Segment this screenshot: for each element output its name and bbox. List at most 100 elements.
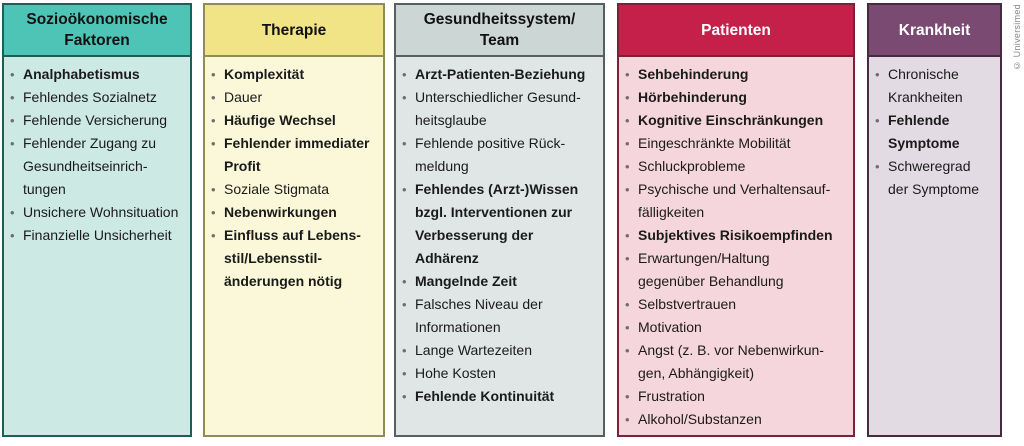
- list-item: • Komplexität: [211, 63, 380, 86]
- bullet-icon: •: [402, 182, 407, 197]
- list-item: • Schweregrad der Symptome: [875, 155, 997, 201]
- column-item-list: • Chronische Krankheiten • Fehlende Symptom…: [869, 57, 1000, 201]
- bullet-icon: •: [211, 205, 216, 220]
- bullet-icon: •: [211, 90, 216, 105]
- bullet-icon: •: [10, 90, 15, 105]
- copyright-credit: © Universimed: [1012, 4, 1022, 71]
- list-item-label: Fehlende Symptome: [888, 112, 960, 151]
- bullet-icon: •: [402, 136, 407, 151]
- list-item-label: Angst (z. B. vor Nebenwirkun- gen, Abhän…: [638, 342, 824, 381]
- list-item-label: Fehlendes Sozialnetz: [23, 89, 157, 105]
- list-item: • Fehlende Versicherung: [10, 109, 187, 132]
- list-item-label: Fehlende positive Rück- meldung: [415, 135, 566, 174]
- list-item: • Hörbehinderung: [625, 86, 850, 109]
- bullet-icon: •: [211, 113, 216, 128]
- list-item-label: Eingeschränkte Mobilität: [638, 135, 791, 151]
- list-item: • Unterschiedlicher Gesund- heitsglaube: [402, 86, 600, 132]
- list-item: • Selbstvertrauen: [625, 293, 850, 316]
- list-item-label: Fehlender Zugang zu Gesundheitseinrich- …: [23, 135, 157, 197]
- list-item-label: Dauer: [224, 89, 263, 105]
- bullet-icon: •: [625, 251, 630, 266]
- bullet-icon: •: [402, 389, 407, 404]
- column-item-list: • Arzt-Patienten-Beziehung • Unterschiedlic…: [396, 57, 603, 408]
- column-header: Gesundheitssystem/ Team: [396, 5, 603, 57]
- bullet-icon: •: [625, 412, 630, 427]
- column-item-list: • Komplexität • Dauer • Häufige Wechsel • Fehle…: [205, 57, 383, 293]
- bullet-icon: •: [875, 113, 880, 128]
- list-item-label: Selbstvertrauen: [638, 296, 737, 312]
- list-item: • Dauer: [211, 86, 380, 109]
- list-item: • Frustration: [625, 385, 850, 408]
- bullet-icon: •: [625, 67, 630, 82]
- list-item-label: Fehlendes (Arzt-)Wissen bzgl. Interventi…: [415, 181, 579, 266]
- list-item: • Kognitive Einschränkungen: [625, 109, 850, 132]
- list-item-label: Psychische und Verhaltensauf- fälligkeit…: [638, 181, 831, 220]
- column-item-list: • Sehbehinderung • Hörbehinderung • Kognitive…: [619, 57, 853, 431]
- list-item: • Häufige Wechsel: [211, 109, 380, 132]
- list-item-label: Sehbehinderung: [638, 66, 749, 82]
- list-item: • Angst (z. B. vor Nebenwirkun- gen, Abhä…: [625, 339, 850, 385]
- column-patienten: Patienten • Sehbehinderung • Hörbehinderung…: [617, 3, 855, 437]
- list-item: • Fehlende Kontinuität: [402, 385, 600, 408]
- list-item: • Finanzielle Unsicherheit: [10, 224, 187, 247]
- bullet-icon: •: [10, 136, 15, 151]
- list-item-label: Hohe Kosten: [415, 365, 496, 381]
- list-item-label: Finanzielle Unsicherheit: [23, 227, 172, 243]
- list-item: • Erwartungen/Haltung gegenüber Behandlun…: [625, 247, 850, 293]
- list-item-label: Mangelnde Zeit: [415, 273, 517, 289]
- list-item-label: Fehlender immediater Profit: [224, 135, 370, 174]
- bullet-icon: •: [875, 67, 880, 82]
- list-item-label: Unterschiedlicher Gesund- heitsglaube: [415, 89, 581, 128]
- column-krankheit: Krankheit • Chronische Krankheiten • Fehlen…: [867, 3, 1002, 437]
- list-item: • Schluckprobleme: [625, 155, 850, 178]
- bullet-icon: •: [402, 90, 407, 105]
- list-item-label: Hörbehinderung: [638, 89, 747, 105]
- list-item-label: Arzt-Patienten-Beziehung: [415, 66, 586, 82]
- list-item: • Fehlendes (Arzt-)Wissen bzgl. Intervent…: [402, 178, 600, 270]
- bullet-icon: •: [625, 228, 630, 243]
- list-item: • Unsichere Wohnsituation: [10, 201, 187, 224]
- bullet-icon: •: [10, 67, 15, 82]
- list-item-label: Soziale Stigmata: [224, 181, 330, 197]
- list-item-label: Unsichere Wohnsituation: [23, 204, 179, 220]
- bullet-icon: •: [625, 182, 630, 197]
- column-header: Patienten: [619, 5, 853, 57]
- bullet-icon: •: [625, 159, 630, 174]
- bullet-icon: •: [625, 113, 630, 128]
- bullet-icon: •: [625, 320, 630, 335]
- list-item-label: Alkohol/Substanzen: [638, 411, 762, 427]
- list-item: • Chronische Krankheiten: [875, 63, 997, 109]
- column-header: Therapie: [205, 5, 383, 57]
- list-item-label: Chronische Krankheiten: [888, 66, 963, 105]
- list-item-label: Fehlende Kontinuität: [415, 388, 555, 404]
- column-item-list: • Analphabetismus • Fehlendes Sozialnetz • Fe…: [4, 57, 190, 247]
- list-item: • Arzt-Patienten-Beziehung: [402, 63, 600, 86]
- bullet-icon: •: [625, 389, 630, 404]
- list-item: • Subjektives Risikoempfinden: [625, 224, 850, 247]
- list-item: • Hohe Kosten: [402, 362, 600, 385]
- list-item-label: Kognitive Einschränkungen: [638, 112, 824, 128]
- bullet-icon: •: [10, 113, 15, 128]
- list-item-label: Nebenwirkungen: [224, 204, 337, 220]
- bullet-icon: •: [875, 159, 880, 174]
- column-gesundheitssystem-team: Gesundheitssystem/ Team • Arzt-Patienten-…: [394, 3, 605, 437]
- list-item-label: Komplexität: [224, 66, 305, 82]
- list-item-label: Erwartungen/Haltung gegenüber Behandlung: [638, 250, 784, 289]
- list-item-label: Frustration: [638, 388, 705, 404]
- list-item: • Nebenwirkungen: [211, 201, 380, 224]
- bullet-icon: •: [211, 67, 216, 82]
- list-item: • Soziale Stigmata: [211, 178, 380, 201]
- list-item: • Analphabetismus: [10, 63, 187, 86]
- list-item-label: Analphabetismus: [23, 66, 140, 82]
- column-soziooekonomische-faktoren: Sozioökonomische Faktoren • Analphabetism…: [2, 3, 192, 437]
- list-item: • Falsches Niveau der Informationen: [402, 293, 600, 339]
- list-item: • Fehlende Symptome: [875, 109, 997, 155]
- bullet-icon: •: [402, 366, 407, 381]
- bullet-icon: •: [402, 343, 407, 358]
- list-item-label: Fehlende Versicherung: [23, 112, 167, 128]
- list-item-label: Falsches Niveau der Informationen: [415, 296, 543, 335]
- list-item-label: Lange Wartezeiten: [415, 342, 532, 358]
- bullet-icon: •: [211, 136, 216, 151]
- list-item-label: Häufige Wechsel: [224, 112, 336, 128]
